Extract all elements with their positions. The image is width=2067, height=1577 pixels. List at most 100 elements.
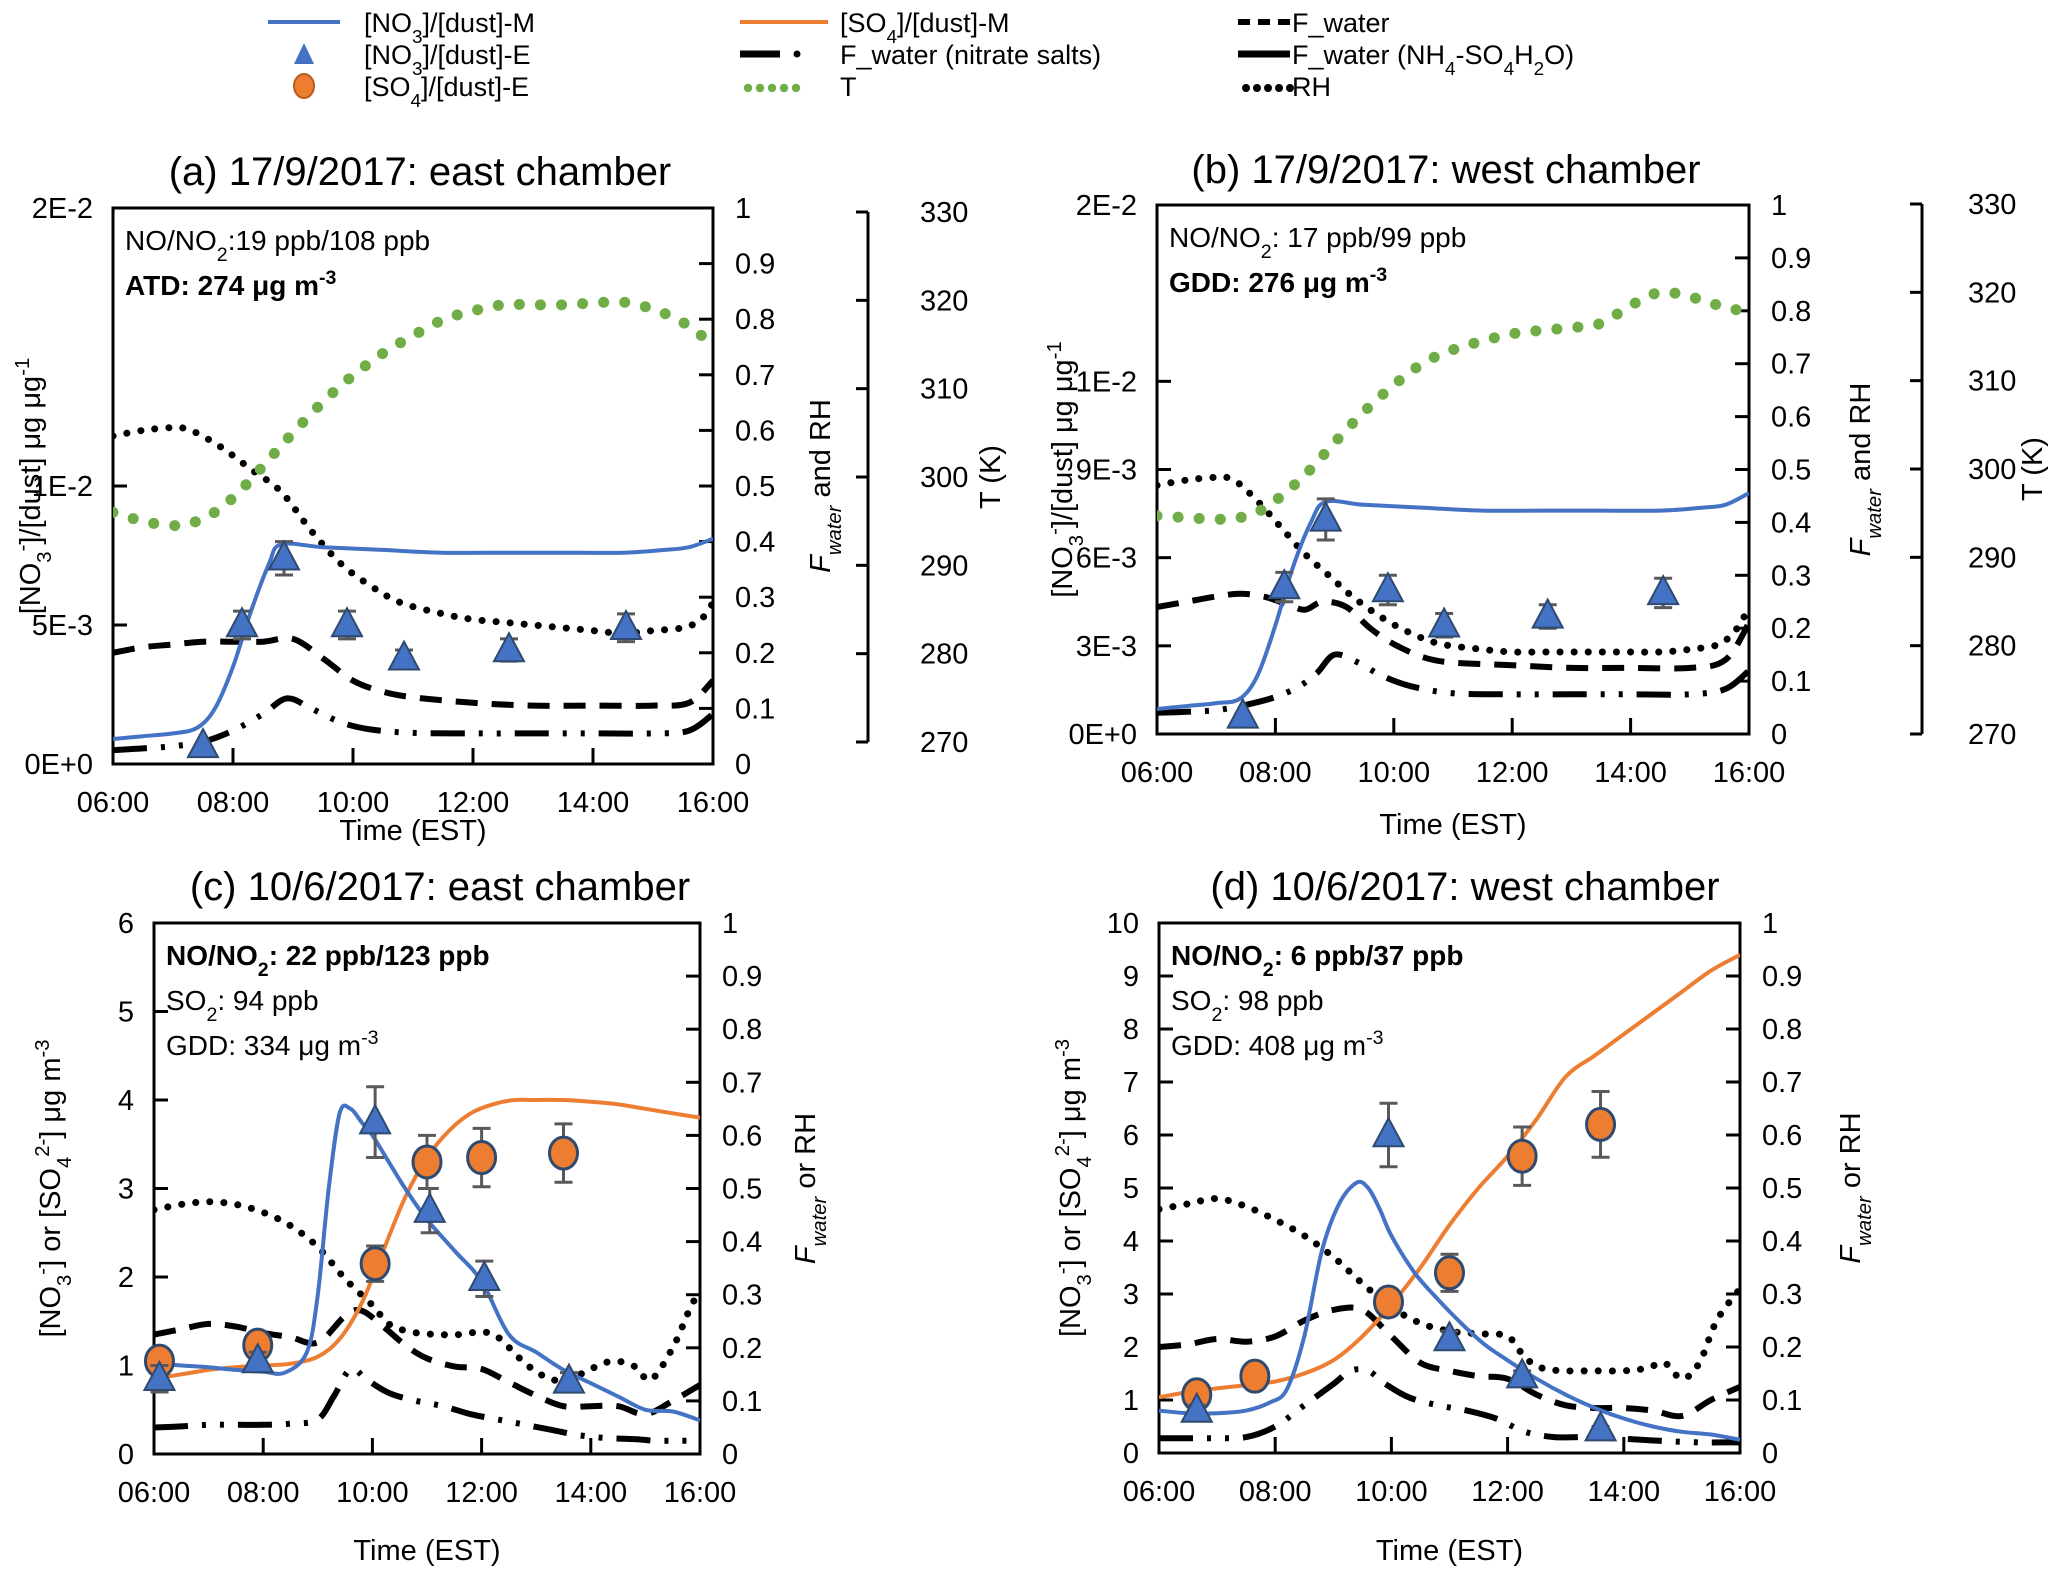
legend-label: T xyxy=(840,72,857,102)
circle-marker xyxy=(1585,1106,1617,1142)
x-tick-label: 10:00 xyxy=(1355,1476,1428,1508)
series-no3_m xyxy=(113,536,713,741)
triangle-marker xyxy=(1427,606,1461,638)
triangle-marker xyxy=(142,1359,177,1391)
series-fwater xyxy=(154,1306,700,1418)
panel-b: (b) 17/9/2017: west chamber 06:00 08:00 10:… xyxy=(1044,148,2049,841)
t-axis-tick-label: 310 xyxy=(920,374,968,406)
circle-marker xyxy=(466,1140,498,1176)
panel-title: (a) 17/9/2017: east chamber xyxy=(169,150,672,194)
y-tick-label-left: 1 xyxy=(1123,1385,1139,1417)
triangle-marker xyxy=(1505,1357,1539,1389)
y-tick-label-right: 0.5 xyxy=(1771,455,1811,487)
y-tick-label-left: 5 xyxy=(1123,1173,1139,1205)
y-axis-title-left: [NO3-] or [SO42-] μg m-3 xyxy=(1052,1039,1096,1337)
y-axis-title-left: [NO3-] or [SO42-] μg m-3 xyxy=(32,1039,76,1337)
series-no3_e xyxy=(142,1085,586,1394)
series-no3_m xyxy=(1159,1179,1740,1442)
legend-swatch-dot xyxy=(1275,84,1283,92)
y-tick-label-left: 5 xyxy=(118,997,134,1029)
series-group xyxy=(113,296,713,754)
y-tick-label-right: 0.7 xyxy=(1771,349,1811,381)
legend-swatch xyxy=(293,73,315,99)
y-tick-label-right: 0.2 xyxy=(722,1333,762,1365)
circle-marker xyxy=(1239,1358,1271,1394)
t-axis-tick-label: 320 xyxy=(920,285,968,317)
triangle-marker xyxy=(467,1259,502,1291)
triangle-marker xyxy=(387,639,421,671)
y-tick-label-right: 0.5 xyxy=(722,1174,762,1206)
legend-label: RH xyxy=(1292,72,1331,102)
triangle-marker xyxy=(267,539,301,571)
y-tick-label-right: 0.7 xyxy=(722,1067,762,1099)
triangle-marker xyxy=(1267,568,1301,600)
y-tick-label-right: 0.1 xyxy=(1762,1385,1802,1417)
y-tick-label-right: 0.5 xyxy=(1762,1173,1802,1205)
series-no3_m xyxy=(1157,491,1749,711)
y-tick-label-right: 0.2 xyxy=(735,638,775,670)
x-tick-label: 08:00 xyxy=(1239,757,1312,789)
x-tick-label: 08:00 xyxy=(197,787,270,819)
x-tick-label: 16:00 xyxy=(677,787,750,819)
t-axis-title: T (K) xyxy=(2017,437,2049,501)
annotation: NO/NO2:19 ppb/108 ppb xyxy=(125,225,430,266)
legend-item-fwater_nitrate: F_water (nitrate salts) xyxy=(740,40,1101,70)
y-tick-label-right: 0.1 xyxy=(1771,666,1811,698)
t-axis-tick-label: 290 xyxy=(1968,542,2016,574)
panel-title: (d) 10/6/2017: west chamber xyxy=(1210,865,1719,909)
y-tick-label-right: 0.3 xyxy=(735,582,775,614)
triangle-marker xyxy=(1371,1116,1406,1148)
y-tick-label-right: 0.6 xyxy=(1771,402,1811,434)
legend-item-t: T xyxy=(743,72,857,102)
legend: [NO3]/[dust]-M [SO4]/[dust]-M F_water [NO3]… xyxy=(268,8,1574,112)
y-tick-label-right: 0.2 xyxy=(1771,613,1811,645)
y-axis-title-right: Fwater or RH xyxy=(1835,1112,1876,1263)
triangle-marker xyxy=(1371,571,1405,603)
t-axis-tick-label: 310 xyxy=(1968,366,2016,398)
t-axis-tick-label: 330 xyxy=(1968,189,2016,221)
annotation: SO2: 98 ppb xyxy=(1171,985,1324,1026)
x-tick-label: 10:00 xyxy=(317,787,390,819)
annotation: NO/NO2: 22 ppb/123 ppb xyxy=(166,940,490,981)
series-fwater_nitrate xyxy=(154,1365,700,1444)
triangle-marker xyxy=(1180,1391,1214,1423)
legend-item-so4_e: [SO4]/[dust]-E xyxy=(293,72,529,112)
y-tick-label-right: 0.8 xyxy=(735,304,775,336)
legend-swatch-dot xyxy=(743,83,753,93)
x-tick-label: 14:00 xyxy=(1594,757,1667,789)
series-rh xyxy=(1157,473,1749,656)
y-tick-label-left: 10 xyxy=(1107,908,1139,940)
x-tick-label: 14:00 xyxy=(1588,1476,1661,1508)
t-axis-tick-label: 300 xyxy=(920,462,968,494)
legend-item-no3_e: [NO3]/[dust]-E xyxy=(294,40,531,80)
triangle-marker xyxy=(552,1362,586,1394)
panel-title: (c) 10/6/2017: east chamber xyxy=(190,865,690,909)
triangle-marker xyxy=(358,1103,392,1135)
series-t xyxy=(113,296,713,532)
triangle-marker xyxy=(330,606,364,638)
series-rh xyxy=(113,424,713,637)
y-tick-label-left: 9 xyxy=(1123,961,1139,993)
x-axis-title: Time (EST) xyxy=(1376,1535,1523,1567)
legend-swatch-dot xyxy=(1253,84,1261,92)
x-tick-label: 08:00 xyxy=(1239,1476,1312,1508)
legend-swatch-dot xyxy=(1264,84,1272,92)
panel-title: (b) 17/9/2017: west chamber xyxy=(1191,148,1700,192)
circle-marker xyxy=(548,1135,579,1171)
series-fwater xyxy=(1157,590,1749,672)
annotation: NO/NO2: 6 ppb/37 ppb xyxy=(1171,940,1463,981)
y-tick-label-right: 0.4 xyxy=(735,527,775,559)
y-tick-label-right: 0.3 xyxy=(722,1280,762,1312)
legend-item-fwater_nh4: F_water (NH4-SO4H2O) xyxy=(1238,40,1574,80)
legend-item-fwater: F_water xyxy=(1238,8,1390,38)
annotation: GDD: 408 μg m-3 xyxy=(1171,1027,1384,1061)
x-tick-label: 14:00 xyxy=(557,787,630,819)
legend-label: [SO4]/[dust]-E xyxy=(364,72,529,112)
x-axis-title: Time (EST) xyxy=(339,815,486,847)
y-tick-label-right: 0.6 xyxy=(735,415,775,447)
legend-label: F_water xyxy=(1292,8,1390,38)
y-tick-label-right: 0.8 xyxy=(722,1014,762,1046)
panel-c: (c) 10/6/2017: east chamber 06:00 08:00 10:… xyxy=(32,865,831,1567)
y-tick-label-right: 0.1 xyxy=(735,693,775,725)
y-tick-label-right: 0.9 xyxy=(722,961,762,993)
